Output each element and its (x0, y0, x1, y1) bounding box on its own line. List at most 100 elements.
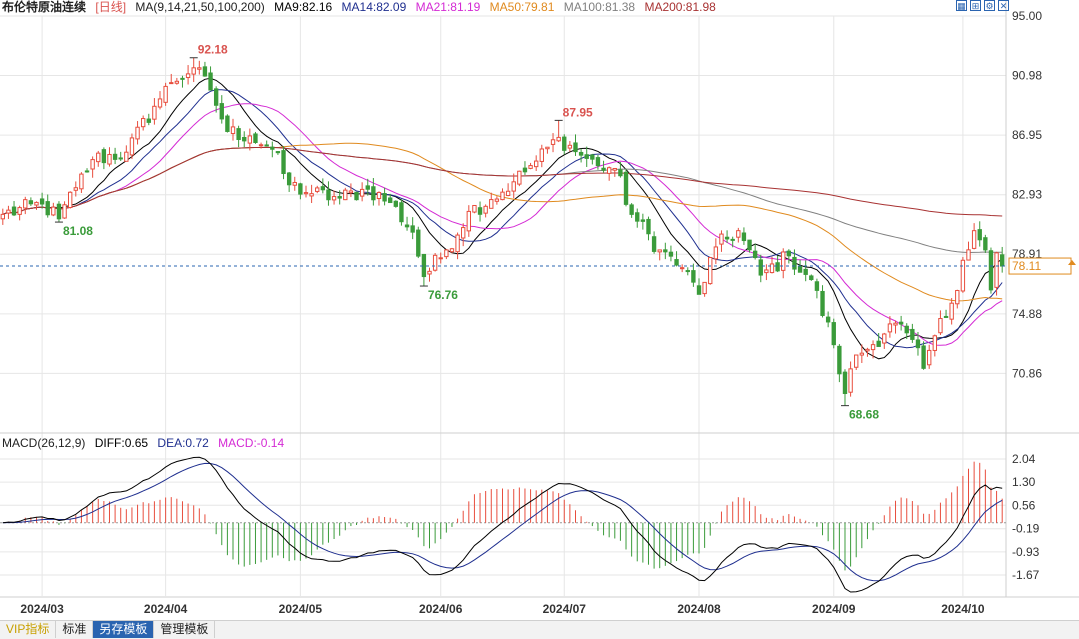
candle-body (191, 67, 196, 75)
candle-body (258, 144, 264, 147)
candle-body (449, 248, 455, 253)
tab-save-template[interactable]: 另存模板 (93, 621, 155, 638)
candle-body (640, 219, 646, 222)
ma14-value: MA14:82.09 (341, 0, 407, 14)
candle-body (101, 149, 107, 164)
candle-body (146, 118, 151, 123)
candle-body (0, 213, 5, 220)
candle-body (11, 206, 17, 216)
candle-body (197, 67, 202, 70)
ma200-value: MA200:81.98 (644, 0, 716, 14)
candle-body (90, 159, 95, 170)
candle-body (404, 224, 410, 228)
x-tick-label: 2024/06 (419, 602, 463, 616)
template-toolbar: VIP指标 标准 另存模板 管理模板 (0, 620, 1079, 639)
candle-body (691, 270, 696, 283)
candle-body (421, 253, 427, 278)
candle-body (242, 136, 247, 142)
candle-body (522, 167, 528, 173)
candle-body (573, 142, 578, 153)
candle-body (567, 144, 573, 149)
candle-body (758, 259, 763, 276)
candle-body (500, 191, 505, 201)
grid-icon[interactable]: ▦ (956, 0, 967, 11)
x-tick-label: 2024/08 (677, 602, 721, 616)
candle-body (399, 202, 404, 223)
tab-manage-template[interactable]: 管理模板 (154, 621, 216, 638)
candle-body (152, 105, 157, 120)
current-price-arrow (1068, 260, 1076, 266)
price-legend: 布伦特原油连续 [日线] MA(9,14,21,50,100,200) MA9:… (2, 0, 722, 15)
candle-body (298, 183, 303, 195)
candle-body (769, 263, 775, 274)
candle-body (741, 232, 747, 242)
candle-body (169, 82, 174, 85)
candle-body (382, 193, 387, 202)
settings-icon[interactable]: ⚙ (984, 0, 995, 11)
candle-body (337, 196, 342, 199)
candle-body (651, 236, 657, 252)
candle-body (371, 186, 376, 201)
candle-body (556, 136, 561, 142)
candle-body (438, 257, 443, 260)
macd-dea-line (2, 462, 1003, 582)
candle-body (236, 128, 241, 141)
candle-body (842, 371, 848, 395)
price-y-tick-label: 70.86 (1012, 366, 1042, 380)
price-y-tick-label: 74.88 (1012, 307, 1042, 321)
candle-body (359, 188, 365, 197)
candle-body (910, 328, 915, 340)
period-label[interactable]: [日线] (95, 0, 127, 14)
candle-body (545, 146, 550, 150)
price-chart[interactable]: 95.0090.9886.9582.9378.9174.8870.862.041… (0, 0, 1079, 620)
candle-body (275, 151, 281, 154)
candle-body (416, 229, 421, 257)
candle-body (410, 225, 415, 233)
candle-body (601, 167, 606, 171)
macd-macd-value: MACD:-0.14 (218, 436, 285, 450)
candle-body (157, 98, 163, 108)
x-tick-label: 2024/07 (543, 602, 587, 616)
candle-body (960, 259, 966, 292)
macd-y-tick-label: 0.56 (1012, 498, 1036, 512)
extreme-label-low: 68.68 (849, 408, 879, 422)
candle-body (118, 157, 123, 160)
candle-body (202, 66, 208, 77)
macd-label: MACD(26,12,9) (2, 436, 86, 450)
candle-body (140, 118, 146, 128)
candle-body (34, 201, 39, 206)
candle-body (646, 218, 651, 235)
price-y-tick-label: 95.00 (1012, 9, 1042, 23)
close-icon[interactable]: ✕ (998, 0, 1009, 11)
candle-body (253, 133, 258, 143)
candle-body (444, 249, 449, 258)
tab-vip-indicators[interactable]: VIP指标 (0, 621, 57, 638)
ma-line-ma9 (2, 77, 1003, 360)
x-tick-label: 2024/10 (941, 602, 985, 616)
tab-standard[interactable]: 标准 (56, 621, 94, 638)
macd-diff-line (2, 456, 1003, 593)
candle-body (393, 200, 399, 207)
candle-body (281, 150, 286, 175)
x-tick-label: 2024/09 (812, 602, 856, 616)
candle-body (994, 252, 999, 288)
candle-body (208, 72, 213, 91)
macd-y-tick-label: 2.04 (1012, 452, 1036, 466)
ma21-value: MA21:81.19 (415, 0, 481, 14)
chart-tools: ▦ ⊞ ⚙ ✕ (956, 0, 1009, 13)
ma100-value: MA100:81.38 (563, 0, 636, 14)
candle-body (932, 335, 938, 351)
candle-body (786, 250, 792, 257)
candle-body (674, 259, 679, 266)
candle-body (539, 148, 544, 162)
candle-body (915, 339, 921, 349)
candle-body (971, 230, 977, 249)
candle-body (657, 249, 662, 253)
extreme-label-high: 92.18 (198, 43, 228, 57)
macd-y-tick-label: 1.30 (1012, 475, 1036, 489)
expand-icon[interactable]: ⊞ (970, 0, 981, 11)
candle-body (28, 200, 34, 205)
x-tick-label: 2024/04 (144, 602, 188, 616)
candle-body (702, 281, 707, 295)
ma-label: MA(9,14,21,50,100,200) (135, 0, 265, 14)
